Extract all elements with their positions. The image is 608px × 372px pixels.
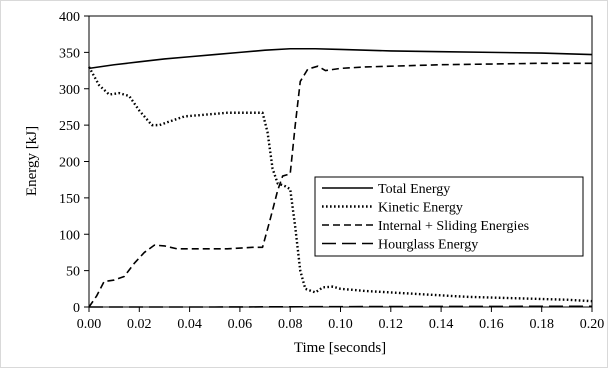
series-line-internal-sliding-energies <box>88 62 592 308</box>
x-tick-label: 0.20 <box>580 317 605 332</box>
x-tick-label: 0.02 <box>127 317 152 332</box>
x-tick-label: 0.10 <box>328 317 353 332</box>
y-tick-label: 300 <box>59 83 80 98</box>
y-tick-label: 0 <box>73 301 80 316</box>
y-tick-label: 350 <box>59 46 80 61</box>
legend-label: Kinetic Energy <box>378 201 463 216</box>
y-tick-label: 200 <box>59 156 80 171</box>
x-tick-label: 0.12 <box>379 317 404 332</box>
series-line-hourglass-energy <box>89 305 593 308</box>
y-tick-label: 100 <box>59 228 80 243</box>
y-tick-label: 400 <box>59 10 80 25</box>
x-tick-label: 0.00 <box>77 317 102 332</box>
legend-label: Total Energy <box>378 182 450 197</box>
x-tick-label: 0.14 <box>429 317 454 332</box>
series-line-kinetic-energy <box>87 66 593 303</box>
legend-box <box>314 176 584 257</box>
x-tick-label: 0.06 <box>228 317 253 332</box>
x-tick-label: 0.16 <box>479 317 504 332</box>
y-tick-label: 150 <box>59 192 80 207</box>
legend-label: Hourglass Energy <box>378 238 478 253</box>
legend: Total Energy Kinetic Energy Internal + Sli… <box>314 176 584 257</box>
x-tick-label: 0.08 <box>278 317 303 332</box>
x-tick-label: 0.18 <box>529 317 554 332</box>
y-tick-label: 250 <box>59 119 80 134</box>
y-axis-title: Energy [kJ] <box>24 126 40 196</box>
series-line-total-energy <box>88 47 593 70</box>
legend-label: Internal + Sliding Energies <box>378 219 529 234</box>
y-tick-label: 50 <box>66 265 80 280</box>
x-axis-title: Time [seconds] <box>294 340 386 356</box>
x-tick-label: 0.04 <box>177 317 202 332</box>
